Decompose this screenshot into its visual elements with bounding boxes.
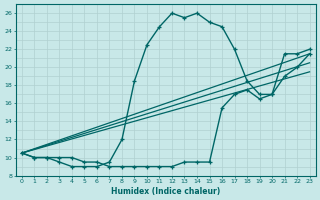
X-axis label: Humidex (Indice chaleur): Humidex (Indice chaleur) [111, 187, 220, 196]
